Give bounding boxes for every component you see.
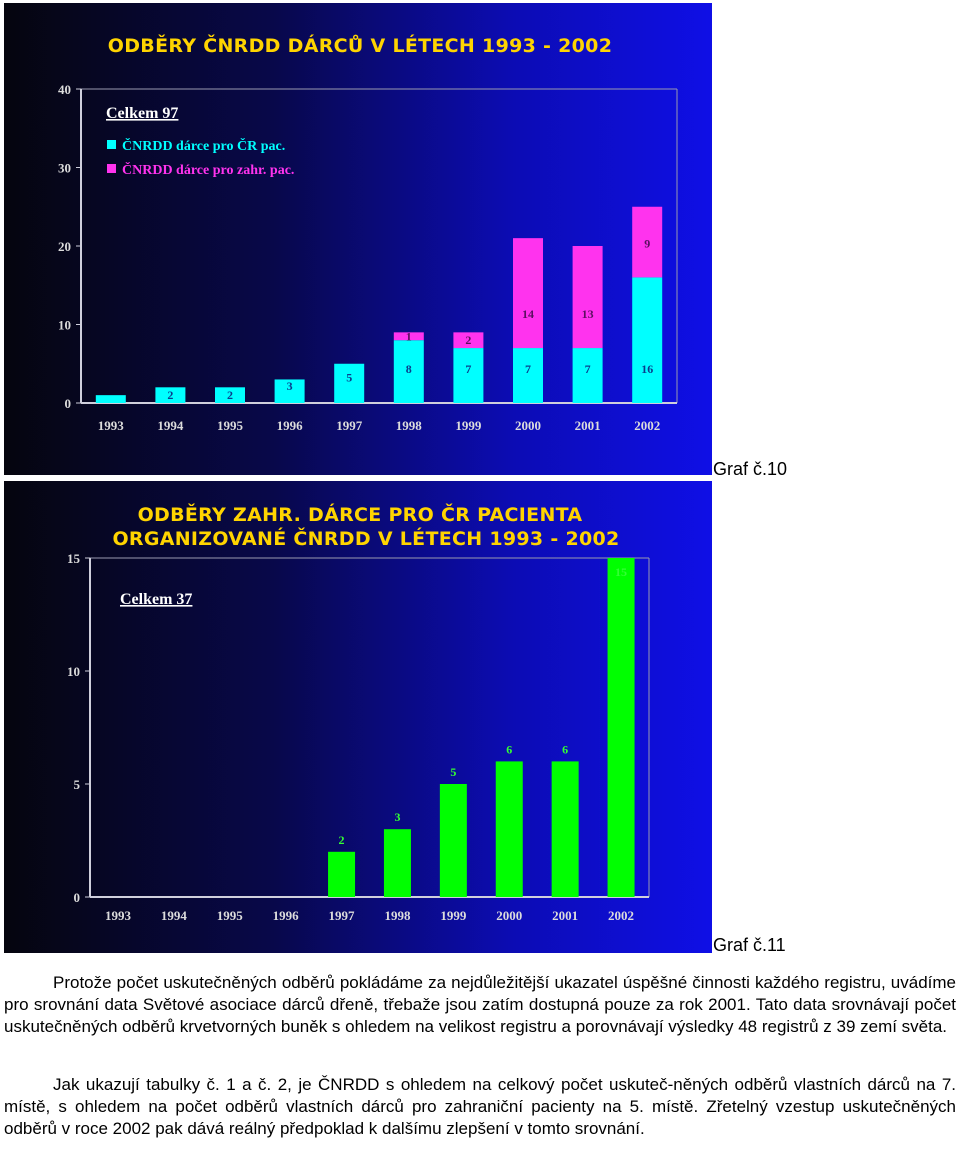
data-label: 7 [585, 362, 591, 376]
data-label: 3 [394, 810, 400, 824]
chart-donors-1993-2002: ODBĚRY ČNRDD DÁRCŮ V LÉTECH 1993 - 2002 … [4, 3, 712, 475]
x-tick-label: 1995 [217, 908, 244, 923]
paragraph-text: Jak ukazují tabulky č. 1 a č. 2, je ČNRD… [4, 1075, 956, 1138]
y-tick-label: 20 [58, 239, 71, 254]
chart-title-line1: ODBĚRY ZAHR. DÁRCE PRO ČR PACIENTA [138, 502, 583, 526]
bar-cr-1995 [215, 387, 245, 403]
chart-title-line2: ORGANIZOVANÉ ČNRDD V LÉTECH 1993 - 2002 [112, 526, 619, 550]
x-tick-label: 1998 [396, 418, 423, 433]
legend-swatch-cr [107, 140, 116, 149]
data-label: 2 [227, 388, 233, 402]
chart-foreign-donors-1993-2002: ODBĚRY ZAHR. DÁRCE PRO ČR PACIENTA ORGAN… [4, 481, 712, 953]
y-tick-label: 10 [67, 664, 80, 679]
data-label: 7 [525, 362, 531, 376]
bar-cr-1999 [453, 348, 484, 403]
legend-label-foreign: ČNRDD dárce pro zahr. pac. [122, 161, 294, 178]
bar-2000 [495, 761, 523, 897]
data-label: 1 [406, 329, 412, 343]
paragraph-comparison: Protože počet uskutečněných odběrů poklá… [4, 972, 956, 1038]
bar-cr-2000 [513, 348, 543, 403]
bar-cr-1994 [155, 387, 186, 403]
x-tick-label: 1999 [440, 908, 467, 923]
x-tick-label: 2002 [634, 418, 660, 433]
y-tick-label: 5 [74, 777, 81, 792]
data-label: 2 [465, 333, 471, 347]
data-label: 7 [465, 362, 471, 376]
bar-foreign-2000 [513, 238, 543, 349]
bar-cr-1996 [274, 379, 305, 403]
bar-1997 [328, 851, 356, 897]
data-label: 15 [615, 565, 627, 579]
total-label: Celkem 37 [120, 591, 192, 608]
x-tick-label: 1993 [98, 418, 125, 433]
x-tick-label: 1996 [277, 418, 304, 433]
bar-foreign-2001 [572, 246, 603, 349]
figure-caption-10: Graf č.10 [713, 459, 788, 479]
data-label: 9 [644, 236, 650, 250]
data-label: 13 [582, 307, 594, 321]
y-tick-label: 10 [58, 318, 71, 333]
y-tick-label: 40 [58, 82, 71, 97]
data-label: 2 [167, 388, 173, 402]
total-label: Celkem 97 [106, 105, 178, 122]
x-tick-label: 2001 [575, 418, 601, 433]
data-label: 5 [346, 370, 352, 384]
bar-1999 [439, 784, 467, 897]
chart-title: ODBĚRY ČNRDD DÁRCŮ V LÉTECH 1993 - 2002 [108, 33, 612, 57]
data-label: 3 [287, 379, 293, 393]
y-tick-label: 0 [65, 396, 72, 411]
bar-foreign-1998 [393, 332, 424, 341]
x-tick-label: 1994 [157, 418, 184, 433]
paragraph-text: Protože počet uskutečněných odběrů poklá… [4, 973, 956, 1036]
x-tick-label: 1996 [273, 908, 300, 923]
bar-foreign-1999 [453, 332, 484, 349]
x-tick-label: 1995 [217, 418, 244, 433]
y-tick-label: 0 [74, 890, 81, 905]
bar-foreign-2002 [632, 206, 663, 278]
bar-cr-2002 [632, 277, 663, 403]
legend-label-cr: ČNRDD dárce pro ČR pac. [122, 137, 285, 154]
x-tick-label: 1994 [161, 908, 188, 923]
data-label: 6 [506, 742, 512, 756]
x-tick-label: 2000 [496, 908, 522, 923]
data-label: 6 [562, 742, 568, 756]
bar-cr-1997 [334, 363, 365, 403]
bar-chart: ODBĚRY ZAHR. DÁRCE PRO ČR PACIENTA ORGAN… [67, 502, 650, 923]
x-tick-label: 1997 [336, 418, 363, 433]
y-tick-label: 15 [67, 551, 81, 566]
data-label: 2 [339, 833, 345, 847]
stacked-bar-chart: ODBĚRY ČNRDD DÁRCŮ V LÉTECH 1993 - 2002 … [58, 33, 678, 433]
paragraph-ranking: Jak ukazují tabulky č. 1 a č. 2, je ČNRD… [4, 1074, 956, 1140]
bar-cr-1993 [95, 395, 126, 403]
figure-caption-11: Graf č.11 [713, 935, 786, 955]
bar-2001 [551, 761, 579, 897]
data-label: 8 [406, 362, 412, 376]
bar-cr-2001 [572, 348, 603, 403]
bar-1998 [383, 829, 411, 897]
bar-2002 [607, 558, 635, 897]
x-tick-label: 1999 [455, 418, 482, 433]
data-label: 16 [641, 362, 653, 376]
data-label: 5 [450, 765, 456, 779]
legend-swatch-foreign [107, 164, 116, 173]
x-tick-label: 1998 [384, 908, 411, 923]
x-tick-label: 1993 [105, 908, 132, 923]
x-tick-label: 2002 [608, 908, 634, 923]
x-tick-label: 2000 [515, 418, 541, 433]
x-tick-label: 1997 [329, 908, 356, 923]
data-label: 14 [522, 307, 534, 321]
bar-cr-1998 [393, 340, 424, 403]
y-tick-label: 30 [58, 161, 71, 176]
x-tick-label: 2001 [552, 908, 578, 923]
